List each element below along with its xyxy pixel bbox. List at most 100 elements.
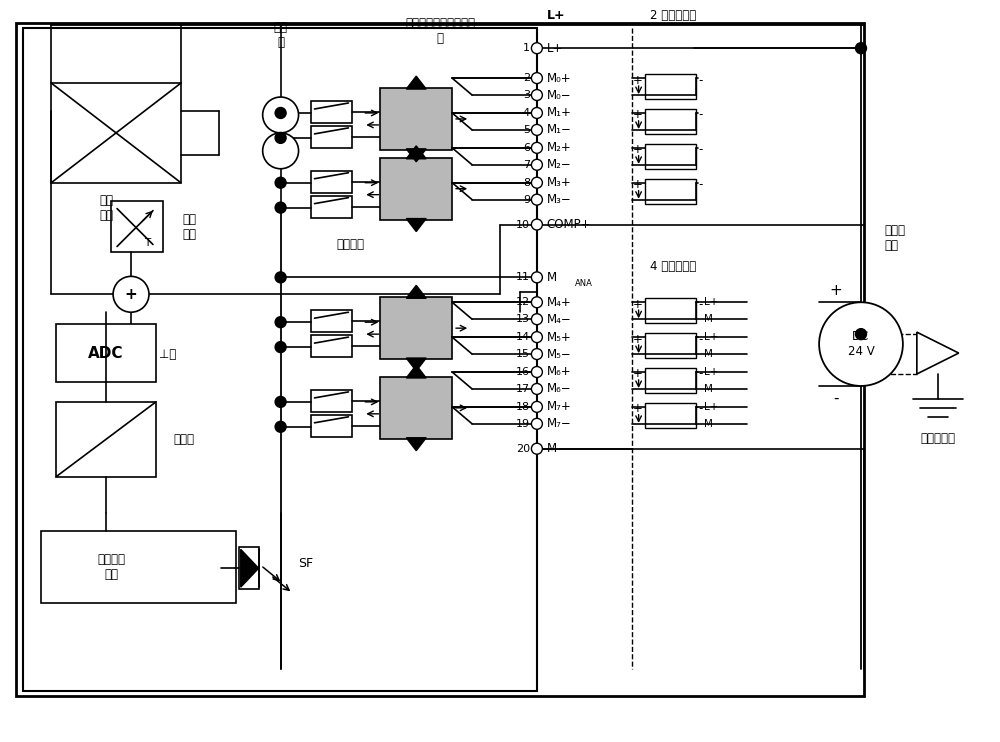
Text: +: + <box>633 367 643 381</box>
Bar <box>41 531 236 603</box>
Text: L+: L+ <box>704 367 719 377</box>
Circle shape <box>531 90 542 100</box>
Bar <box>111 200 163 252</box>
Text: 18: 18 <box>516 402 530 412</box>
Text: 6: 6 <box>523 143 530 153</box>
Circle shape <box>275 396 286 407</box>
Text: SF: SF <box>299 556 314 570</box>
Bar <box>380 298 452 359</box>
Bar <box>16 23 864 696</box>
Circle shape <box>531 332 542 343</box>
Bar <box>645 298 696 324</box>
Circle shape <box>531 194 542 205</box>
Text: -: - <box>698 402 703 416</box>
Bar <box>645 179 696 203</box>
Text: 2 线制传感器: 2 线制传感器 <box>650 9 696 22</box>
Bar <box>645 144 696 168</box>
Polygon shape <box>406 76 426 89</box>
Text: M₆+: M₆+ <box>547 366 571 378</box>
Text: M₄+: M₄+ <box>547 296 572 309</box>
Text: L+: L+ <box>704 402 719 412</box>
Text: M₂+: M₂+ <box>547 141 572 154</box>
Text: 多路转换测量范围模块
器: 多路转换测量范围模块 器 <box>405 17 475 45</box>
Circle shape <box>531 108 542 119</box>
Text: M₃+: M₃+ <box>547 176 572 189</box>
Bar <box>645 109 696 134</box>
Text: M₅+: M₅+ <box>547 331 572 344</box>
Circle shape <box>263 97 299 133</box>
Text: M: M <box>547 271 557 284</box>
Bar <box>239 548 259 589</box>
Text: -: - <box>698 73 703 87</box>
Bar <box>56 324 156 382</box>
Bar <box>380 158 452 220</box>
Bar <box>51 83 181 183</box>
Text: M: M <box>547 442 557 455</box>
Circle shape <box>275 132 286 143</box>
Text: L+: L+ <box>704 332 719 342</box>
Text: 外部补倶: 外部补倶 <box>336 238 364 251</box>
Text: DC
24 V: DC 24 V <box>848 330 874 358</box>
Text: M₁+: M₁+ <box>547 106 572 119</box>
Text: M₀+: M₀+ <box>547 71 571 85</box>
Text: 电流
源: 电流 源 <box>274 22 288 49</box>
Text: 内部
电源: 内部 电源 <box>99 194 113 222</box>
Bar <box>645 368 696 393</box>
Circle shape <box>275 317 286 328</box>
Circle shape <box>531 160 542 170</box>
Bar <box>311 390 352 412</box>
Text: 20: 20 <box>516 444 530 453</box>
Text: COMP+: COMP+ <box>547 218 591 231</box>
Text: ADC: ADC <box>88 346 124 361</box>
Circle shape <box>275 421 286 433</box>
Text: 5: 5 <box>523 125 530 135</box>
Circle shape <box>531 367 542 378</box>
Text: 功能性接地: 功能性接地 <box>920 433 955 445</box>
Text: 19: 19 <box>516 418 530 429</box>
Circle shape <box>531 142 542 154</box>
Text: 7: 7 <box>523 160 530 170</box>
Circle shape <box>275 341 286 352</box>
Text: M₃−: M₃− <box>547 193 572 206</box>
Text: 15: 15 <box>516 349 530 359</box>
Text: -: - <box>698 108 703 122</box>
Text: -: - <box>698 367 703 381</box>
Bar <box>311 335 352 357</box>
Bar <box>311 126 352 148</box>
Circle shape <box>531 43 542 53</box>
Text: T: T <box>144 238 150 249</box>
Circle shape <box>856 329 866 340</box>
Text: 12: 12 <box>516 298 530 307</box>
Text: M₅−: M₅− <box>547 347 572 361</box>
Text: 内部
补倶: 内部 补倶 <box>183 212 197 240</box>
Text: 11: 11 <box>516 272 530 283</box>
Circle shape <box>531 219 542 230</box>
Text: 背板总线
接口: 背板总线 接口 <box>97 554 125 581</box>
Text: -: - <box>698 332 703 346</box>
Circle shape <box>531 73 542 84</box>
Text: 9: 9 <box>523 194 530 205</box>
Text: 1: 1 <box>523 43 530 53</box>
Text: -: - <box>833 390 839 405</box>
Text: L+: L+ <box>704 298 719 307</box>
Circle shape <box>531 401 542 413</box>
Polygon shape <box>406 219 426 232</box>
Text: 电隔离: 电隔离 <box>173 433 194 446</box>
Text: +: + <box>633 332 643 346</box>
Circle shape <box>819 302 903 386</box>
Polygon shape <box>406 365 426 378</box>
Bar <box>645 333 696 358</box>
Text: 17: 17 <box>516 384 530 394</box>
Text: 4 线制传感器: 4 线制传感器 <box>650 260 696 273</box>
Circle shape <box>275 202 286 213</box>
Text: 等电位
连接: 等电位 连接 <box>884 223 905 252</box>
Bar <box>311 415 352 437</box>
Text: 13: 13 <box>516 314 530 324</box>
Bar <box>645 403 696 428</box>
Bar <box>23 28 537 691</box>
Text: M₂−: M₂− <box>547 158 572 171</box>
Text: M: M <box>704 384 713 394</box>
Text: +: + <box>633 73 643 87</box>
Text: +: + <box>633 143 643 157</box>
Circle shape <box>275 272 286 283</box>
